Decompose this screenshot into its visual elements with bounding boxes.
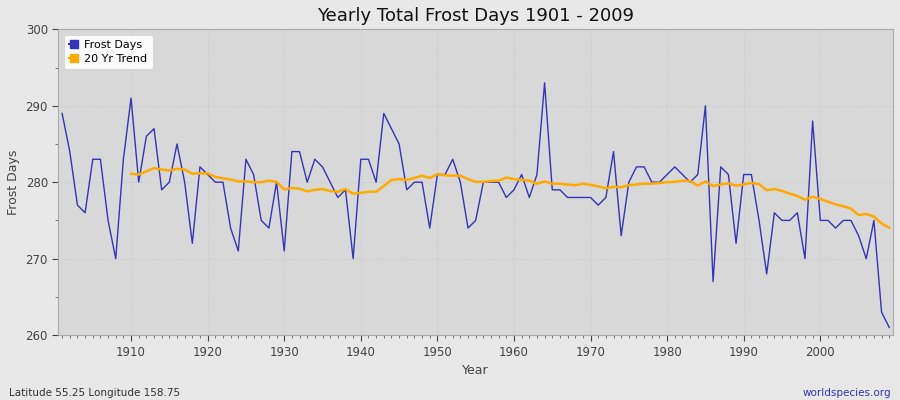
Frost Days xyxy=(501,195,512,200)
20 Yr Trend xyxy=(126,171,137,176)
Y-axis label: Frost Days: Frost Days xyxy=(7,150,20,215)
Text: Latitude 55.25 Longitude 158.75: Latitude 55.25 Longitude 158.75 xyxy=(9,388,180,398)
20 Yr Trend xyxy=(524,178,535,183)
20 Yr Trend xyxy=(279,187,290,192)
Title: Yearly Total Frost Days 1901 - 2009: Yearly Total Frost Days 1901 - 2009 xyxy=(317,7,634,25)
Legend: Frost Days, 20 Yr Trend: Frost Days, 20 Yr Trend xyxy=(64,35,152,70)
Frost Days xyxy=(608,149,619,154)
Frost Days xyxy=(286,149,297,154)
Frost Days xyxy=(508,188,519,192)
Text: worldspecies.org: worldspecies.org xyxy=(803,388,891,398)
20 Yr Trend xyxy=(884,225,895,230)
Frost Days xyxy=(884,325,895,330)
20 Yr Trend xyxy=(830,202,841,207)
Frost Days xyxy=(332,195,343,200)
20 Yr Trend xyxy=(585,182,596,187)
Frost Days xyxy=(57,111,68,116)
Line: Frost Days: Frost Days xyxy=(62,83,889,328)
X-axis label: Year: Year xyxy=(463,364,489,377)
20 Yr Trend xyxy=(310,188,320,192)
20 Yr Trend xyxy=(853,213,864,218)
Frost Days xyxy=(118,157,129,162)
Frost Days xyxy=(539,80,550,85)
20 Yr Trend xyxy=(148,166,159,170)
Line: 20 Yr Trend: 20 Yr Trend xyxy=(131,168,889,228)
